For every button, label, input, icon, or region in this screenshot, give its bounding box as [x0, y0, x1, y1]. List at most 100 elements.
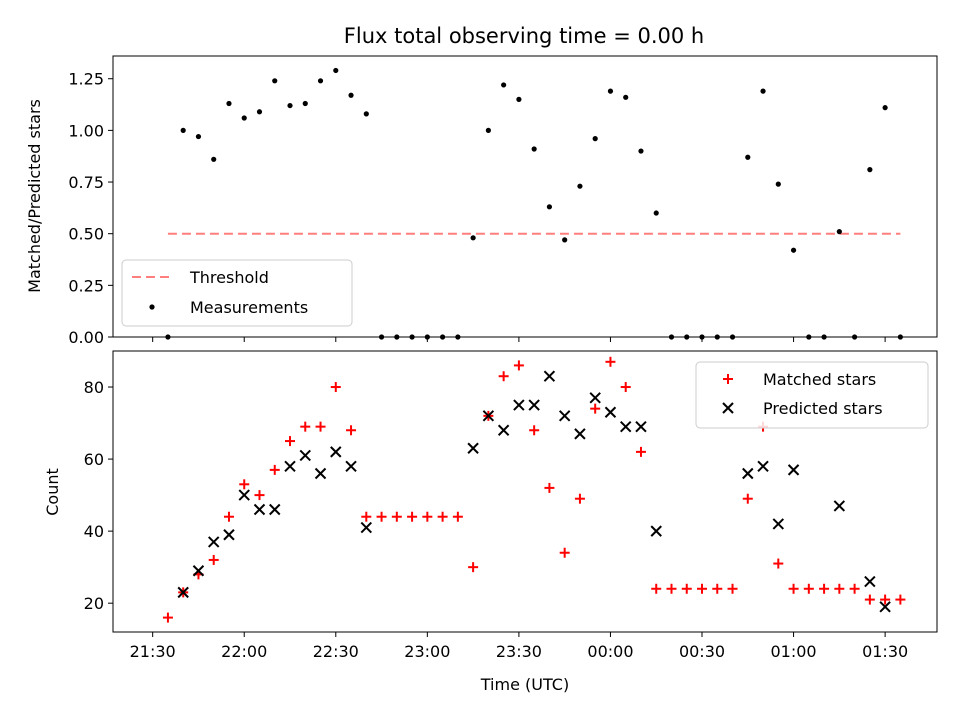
- predicted-star-point-b: [833, 500, 846, 512]
- matched-star-point: [620, 382, 631, 393]
- matched-star-point: [849, 583, 860, 594]
- matched-star-point: [529, 425, 540, 436]
- predicted-star-point-b: [620, 420, 632, 433]
- measurement-point: [531, 146, 537, 152]
- measurement-point: [333, 67, 339, 74]
- predicted-star-point: [360, 521, 373, 534]
- predicted-star-point: [269, 503, 281, 516]
- ratio-y-tick-label: 0.50: [68, 225, 104, 244]
- measurement-point: [256, 109, 263, 115]
- predicted-star-point-b: [742, 467, 754, 480]
- matched-star-point: [361, 511, 372, 522]
- matched-star-point: [498, 371, 509, 382]
- legend-threshold-label: Threshold: [189, 268, 269, 287]
- predicted-star-point: [467, 442, 479, 454]
- measurement-point: [836, 229, 842, 235]
- matched-star-point: [437, 511, 448, 522]
- matched-star-point: [574, 493, 585, 504]
- predicted-star-point: [513, 399, 525, 411]
- count-x-tick-label: 22:30: [313, 642, 359, 661]
- matched-star-point: [162, 612, 173, 623]
- predicted-star-point-b: [238, 489, 250, 501]
- predicted-star-point-b: [482, 410, 495, 422]
- count-y-ticks: 20 40 60 80: [84, 378, 113, 613]
- measurement-point: [653, 210, 659, 216]
- measurement-point: [272, 78, 278, 84]
- predicted-star-point-b: [528, 399, 540, 411]
- predicted-star-point: [742, 467, 754, 480]
- predicted-star-point: [604, 406, 617, 418]
- predicted-star-point: [192, 565, 205, 577]
- predicted-star-point-b: [467, 442, 479, 454]
- matched-star-point: [712, 583, 723, 594]
- ratio-y-tick-label: 0.75: [68, 173, 104, 192]
- predicted-star-point: [314, 467, 327, 480]
- predicted-star-point: [635, 420, 647, 433]
- count-y-tick-label: 80: [84, 378, 104, 397]
- count-x-ticks: 21:30 22:00 22:30 23:00 23:30 00:00 00:30 01:00…: [130, 632, 908, 661]
- measurement-point: [317, 78, 324, 84]
- predicted-star-point-b: [543, 370, 556, 382]
- matched-star-point: [544, 482, 555, 493]
- predicted-star-point: [238, 489, 250, 501]
- measurement-point: [211, 156, 217, 162]
- predicted-star-point: [223, 529, 235, 541]
- matched-star-point: [681, 583, 692, 594]
- measurement-point: [745, 154, 751, 160]
- measurement-point: [638, 148, 644, 154]
- measurement-point: [882, 105, 888, 111]
- predicted-star-point-b: [223, 529, 235, 541]
- ratio-axes-frame: [112, 55, 938, 338]
- predicted-star-point: [299, 449, 311, 462]
- ratio-y-tick-label: 0.00: [68, 328, 104, 347]
- ratio-y-tick-label: 1.00: [68, 121, 104, 140]
- legend-predicted-marker-b: [722, 402, 734, 414]
- matched-star-point: [559, 547, 570, 558]
- count-x-tick-label: 00:00: [587, 642, 633, 661]
- legend-measurements-swatch: [149, 304, 155, 310]
- predicted-stars-series: [177, 370, 891, 613]
- ratio-y-ticks: 0.00 0.25 0.50 0.75 1.00 1.25: [68, 70, 113, 347]
- predicted-star-point: [345, 460, 357, 472]
- measurement-point: [180, 127, 186, 133]
- ratio-y-tick-label: 1.25: [68, 70, 104, 89]
- predicted-star-point-b: [574, 428, 586, 440]
- predicted-star-point-b: [650, 525, 662, 537]
- matched-star-point: [834, 583, 845, 594]
- predicted-star-point: [497, 424, 510, 436]
- ratio-measurements: [165, 67, 903, 340]
- measurement-point: [241, 115, 247, 121]
- predicted-star-point-b: [253, 503, 266, 516]
- matched-star-point: [300, 421, 311, 432]
- matched-star-point: [605, 356, 616, 367]
- matched-star-point: [666, 583, 677, 594]
- predicted-star-point: [528, 399, 540, 411]
- matched-star-point: [254, 490, 265, 501]
- matched-star-point: [788, 583, 799, 594]
- legend-matched-marker: [723, 374, 733, 384]
- predicted-star-point: [864, 575, 876, 588]
- predicted-star-point-b: [787, 464, 800, 476]
- count-legend: Matched stars Predicted stars: [695, 361, 929, 429]
- count-x-tick-label: 01:00: [771, 642, 817, 661]
- predicted-star-point: [330, 446, 342, 458]
- predicted-star-point-b: [879, 601, 891, 613]
- matched-star-point: [880, 594, 891, 605]
- ratio-legend: Threshold Measurements: [121, 259, 353, 327]
- matched-star-point: [635, 446, 646, 457]
- matched-star-point: [727, 583, 738, 594]
- predicted-star-point-b: [269, 503, 281, 516]
- measurement-point: [562, 237, 568, 243]
- count-x-axis-label: Time (UTC): [480, 675, 569, 694]
- measurement-point: [195, 133, 202, 140]
- predicted-star-point-b: [864, 575, 876, 588]
- predicted-star-point: [543, 370, 556, 382]
- matched-star-point: [742, 493, 753, 504]
- predicted-star-point-b: [604, 406, 617, 418]
- measurement-point: [592, 136, 598, 142]
- count-x-tick-label: 23:30: [496, 642, 542, 661]
- predicted-star-point: [879, 601, 891, 613]
- matched-star-point: [590, 403, 601, 414]
